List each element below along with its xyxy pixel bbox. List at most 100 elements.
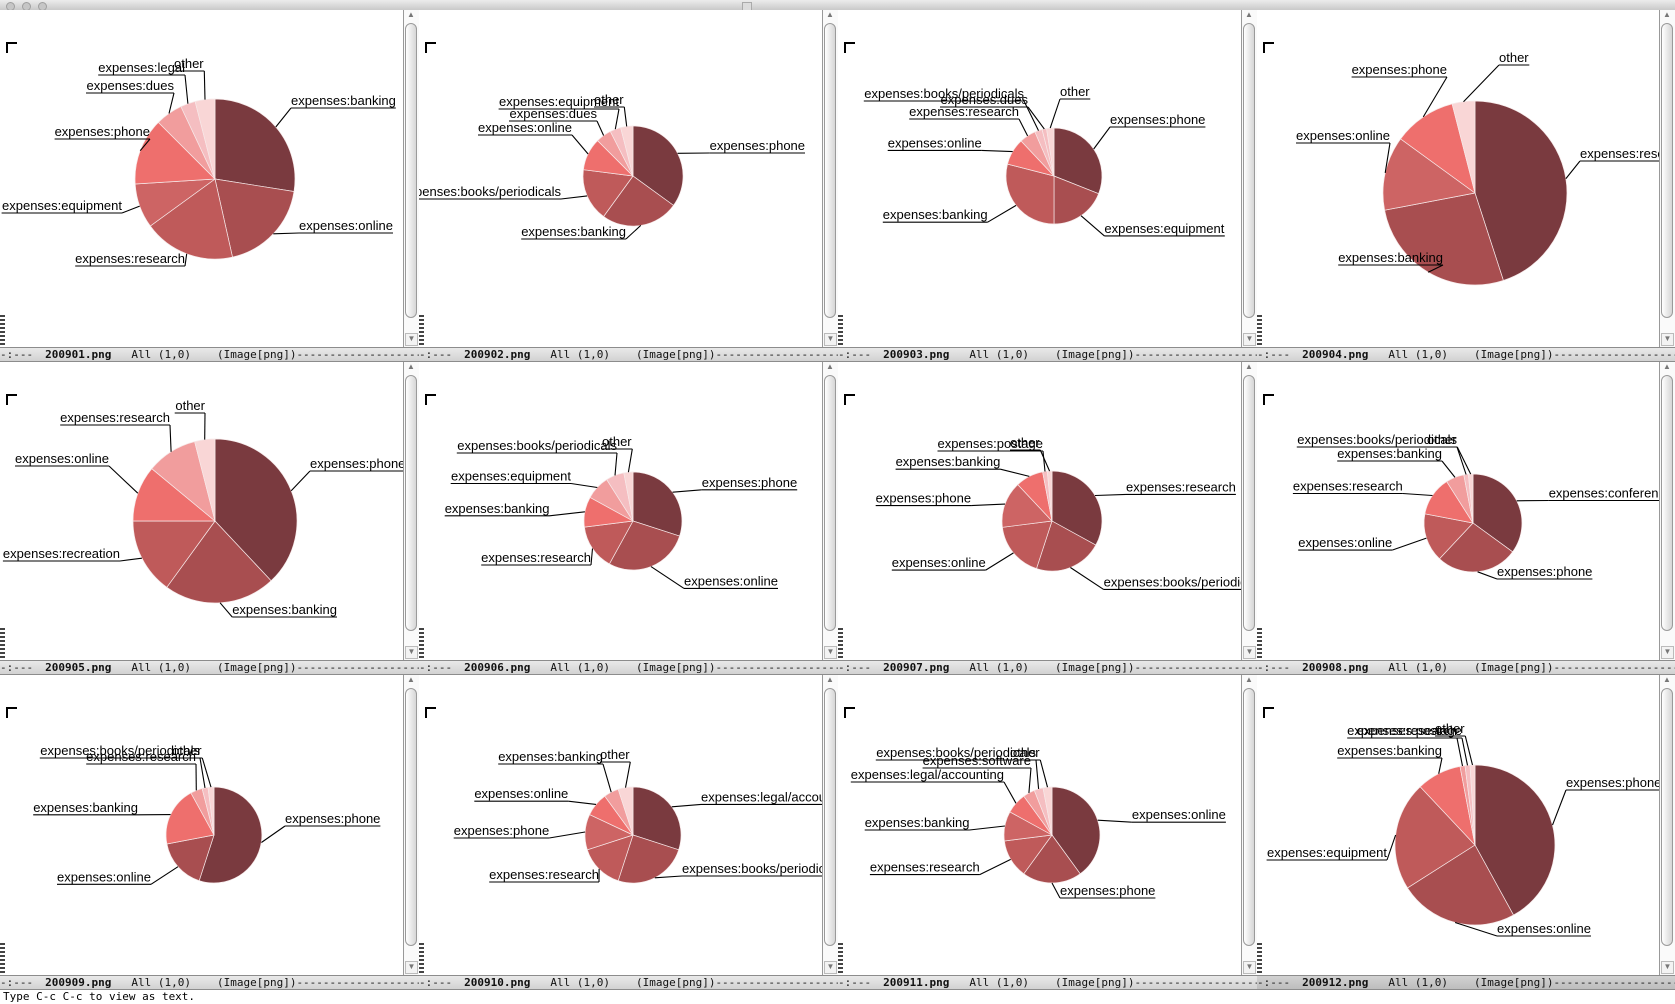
scrollbar[interactable]: ▲ ▼: [1659, 675, 1675, 975]
mode-line-prefix: -:---: [838, 976, 872, 989]
scrollbar-down-arrow-icon[interactable]: ▼: [1243, 333, 1256, 346]
label-leader-line: [627, 448, 633, 473]
scrollbar[interactable]: ▲ ▼: [822, 362, 838, 660]
slice-label: expenses:banking: [33, 800, 138, 815]
scrollbar-thumb[interactable]: [1243, 23, 1255, 318]
mode-line-position: All (1,0): [969, 348, 1029, 361]
label-leader-line: [1456, 737, 1464, 767]
label-leader-line: [549, 831, 586, 839]
emacs-window: expenses:phone expenses:online expenses:ba…: [0, 675, 419, 990]
slice-label: expenses:research: [1293, 479, 1403, 494]
scrollbar-thumb[interactable]: [405, 375, 417, 631]
scrollbar-up-arrow-icon[interactable]: ▲: [1245, 675, 1253, 684]
label-leader-line: [614, 452, 618, 476]
mode-line[interactable]: -:--- 200902.png All (1,0) (Image[png])-…: [419, 347, 838, 362]
mode-line[interactable]: -:--- 200908.png All (1,0) (Image[png])-…: [1257, 660, 1675, 675]
scrollbar-down-arrow-icon[interactable]: ▼: [1243, 961, 1256, 974]
pie-slice: [1023, 834, 1081, 884]
scrollbar-thumb[interactable]: [824, 688, 836, 946]
scrollbar-thumb[interactable]: [405, 688, 417, 946]
mode-line[interactable]: -:--- 200901.png All (1,0) (Image[png])-…: [0, 347, 419, 362]
scrollbar-up-arrow-icon[interactable]: ▲: [826, 675, 834, 684]
emacs-window: expenses:phone expenses:online expenses:re…: [419, 362, 838, 675]
scrollbar-down-arrow-icon[interactable]: ▼: [1661, 646, 1674, 659]
scrollbar[interactable]: ▲ ▼: [1241, 675, 1257, 975]
scrollbar[interactable]: ▲ ▼: [403, 362, 419, 660]
scrollbar[interactable]: ▲ ▼: [1241, 362, 1257, 660]
mode-line-prefix: -:---: [419, 348, 453, 361]
mode-line[interactable]: -:--- 200907.png All (1,0) (Image[png])-…: [838, 660, 1257, 675]
scrollbar-down-arrow-icon[interactable]: ▼: [1661, 333, 1674, 346]
mode-line[interactable]: -:--- 200903.png All (1,0) (Image[png])-…: [838, 347, 1257, 362]
scrollbar-down-arrow-icon[interactable]: ▼: [1661, 961, 1674, 974]
label-leader-line: [1386, 834, 1397, 861]
minibuffer-echo-area[interactable]: Type C-c C-c to view as text.: [0, 990, 1675, 1004]
scrollbar[interactable]: ▲ ▼: [822, 10, 838, 347]
label-leader-line: [596, 120, 605, 136]
image-corner-cursor: [1263, 707, 1274, 718]
emacs-window: expenses:phone expenses:online expenses:eq…: [1257, 675, 1675, 990]
scrollbar-up-arrow-icon[interactable]: ▲: [1663, 362, 1671, 371]
scrollbar-down-arrow-icon[interactable]: ▼: [824, 961, 837, 974]
scrollbar-thumb[interactable]: [1661, 688, 1673, 946]
emacs-window: expenses:phone expenses:banking expenses:b…: [419, 10, 838, 362]
label-leader-line: [169, 424, 172, 452]
label-leader-line: [560, 195, 588, 200]
scrollbar[interactable]: ▲ ▼: [1659, 10, 1675, 347]
mode-line-position: All (1,0): [1388, 976, 1448, 989]
scrollbar-thumb[interactable]: [405, 23, 417, 318]
scrollbar-up-arrow-icon[interactable]: ▲: [826, 362, 834, 371]
scrollbar-down-arrow-icon[interactable]: ▼: [824, 333, 837, 346]
label-leader-line: [1070, 567, 1104, 590]
scrollbar[interactable]: ▲ ▼: [403, 675, 419, 975]
mode-line[interactable]: -:--- 200911.png All (1,0) (Image[png])-…: [838, 975, 1257, 990]
mode-line-prefix: -:---: [838, 661, 872, 674]
label-leader-line: [1051, 882, 1061, 899]
scrollbar[interactable]: ▲ ▼: [403, 10, 419, 347]
scrollbar-thumb[interactable]: [1661, 23, 1673, 318]
label-leader-line: [625, 224, 642, 240]
mode-line[interactable]: -:--- 200910.png All (1,0) (Image[png])-…: [419, 975, 838, 990]
scrollbar-thumb[interactable]: [1661, 375, 1673, 631]
pie-slice: [620, 125, 634, 177]
slice-label: expenses:phone: [310, 456, 404, 471]
scrollbar-up-arrow-icon[interactable]: ▲: [1663, 675, 1671, 684]
mode-line-buffer-name: 200901.png: [45, 348, 112, 361]
mode-line[interactable]: -:--- 200904.png All (1,0) (Image[png])-…: [1257, 347, 1675, 362]
label-leader-line: [979, 858, 1011, 876]
scrollbar-up-arrow-icon[interactable]: ▲: [407, 362, 415, 371]
scrollbar-up-arrow-icon[interactable]: ▲: [1245, 10, 1253, 19]
scrollbar-down-arrow-icon[interactable]: ▼: [405, 333, 418, 346]
mode-line[interactable]: -:--- 200912.png All (1,0) (Image[png])-…: [1257, 975, 1675, 990]
scrollbar-up-arrow-icon[interactable]: ▲: [1245, 362, 1253, 371]
mode-line-prefix: -:---: [838, 348, 872, 361]
scrollbar-down-arrow-icon[interactable]: ▼: [405, 961, 418, 974]
slice-label: expenses:research: [1347, 723, 1457, 738]
scrollbar[interactable]: ▲ ▼: [822, 675, 838, 975]
label-leader-line: [1392, 537, 1427, 551]
label-leader-line: [571, 134, 589, 155]
label-leader-line: [614, 108, 620, 130]
scrollbar[interactable]: ▲ ▼: [1659, 362, 1675, 660]
scrollbar-up-arrow-icon[interactable]: ▲: [407, 10, 415, 19]
label-leader-line: [1094, 493, 1127, 497]
scrollbar-thumb[interactable]: [824, 23, 836, 318]
slice-label: expenses:equipment: [499, 94, 619, 109]
scrollbar-down-arrow-icon[interactable]: ▼: [405, 646, 418, 659]
scrollbar-thumb[interactable]: [1243, 375, 1255, 631]
scrollbar-thumb[interactable]: [824, 375, 836, 631]
scrollbar-up-arrow-icon[interactable]: ▲: [826, 10, 834, 19]
mode-line-mode: (Image[png])----------------------------…: [635, 976, 838, 989]
slice-label: expenses:equipment: [2, 198, 122, 213]
mode-line[interactable]: -:--- 200906.png All (1,0) (Image[png])-…: [419, 660, 838, 675]
scrollbar[interactable]: ▲ ▼: [1241, 10, 1257, 347]
mode-line[interactable]: -:--- 200909.png All (1,0) (Image[png])-…: [0, 975, 419, 990]
mode-line[interactable]: -:--- 200905.png All (1,0) (Image[png])-…: [0, 660, 419, 675]
scrollbar-thumb[interactable]: [1243, 688, 1255, 946]
scrollbar-down-arrow-icon[interactable]: ▼: [824, 646, 837, 659]
scrollbar-up-arrow-icon[interactable]: ▲: [407, 675, 415, 684]
image-corner-cursor: [1263, 394, 1274, 405]
scrollbar-up-arrow-icon[interactable]: ▲: [1663, 10, 1671, 19]
pie-slice: [1053, 175, 1100, 225]
scrollbar-down-arrow-icon[interactable]: ▼: [1243, 646, 1256, 659]
